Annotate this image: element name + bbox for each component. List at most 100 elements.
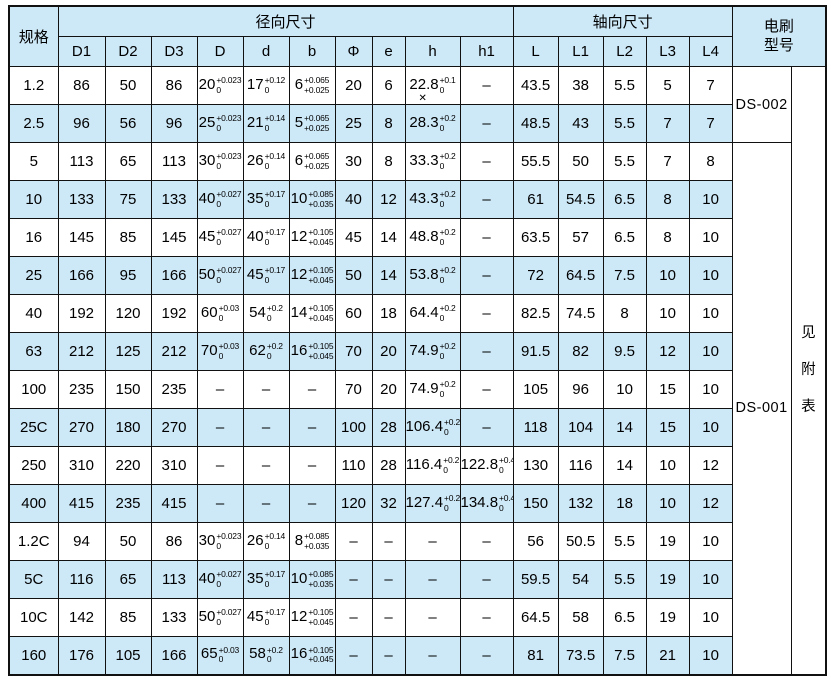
table-cell: 220 bbox=[104, 446, 152, 485]
table-cell: 12 bbox=[688, 484, 733, 523]
table-cell: 5.5 bbox=[602, 142, 647, 181]
tolerance-stack: +0.027 0 bbox=[216, 226, 242, 247]
table-cell: 7 bbox=[688, 104, 733, 143]
table-cell: 65 bbox=[104, 142, 152, 181]
row-spec-cell: 400 bbox=[8, 484, 59, 523]
tolerance-stack: +0.2 0 bbox=[439, 264, 456, 285]
table-cell: 5 bbox=[645, 66, 690, 105]
table-cell: 73.5 bbox=[557, 636, 604, 675]
table-cell: 150 bbox=[104, 370, 152, 409]
table-cell: 86 bbox=[57, 66, 106, 105]
table-row: 63 212 125 212 70 +0.03 0 62 +0.2 0 16 +0.105 +0.045… bbox=[8, 332, 826, 371]
table-cell: 74.9 +0.2 0 bbox=[404, 332, 461, 371]
table-cell: 14 bbox=[371, 218, 406, 257]
brush-header-line1: 电刷 bbox=[763, 17, 794, 35]
table-cell: 60 bbox=[334, 294, 373, 333]
table-cell: 43 bbox=[557, 104, 604, 143]
table-cell: 62 +0.2 0 bbox=[242, 332, 290, 371]
table-cell: – bbox=[288, 484, 336, 523]
table-cell: 28.3 +0.2 0 bbox=[404, 104, 461, 143]
axial-group-header: 轴向尺寸 bbox=[512, 5, 733, 37]
tolerance-stack: +0.17 0 bbox=[264, 264, 286, 285]
table-cell: 10 bbox=[645, 256, 690, 295]
tolerance-stack: +0.17 0 bbox=[264, 568, 286, 589]
tolerance-stack: +0.065 +0.025 bbox=[304, 74, 330, 95]
tolerance-stack: +0.2 0 bbox=[439, 150, 456, 171]
table-cell: – bbox=[459, 408, 514, 447]
table-cell: 10 bbox=[688, 332, 733, 371]
tolerance-stack: +0.027 0 bbox=[216, 188, 242, 209]
tolerance-stack: +0.40 bbox=[499, 492, 512, 513]
tolerance-stack: +0.027 0 bbox=[216, 264, 242, 285]
table-cell: 113 bbox=[57, 142, 106, 181]
table-cell: 10 bbox=[645, 294, 690, 333]
tolerance-stack: +0.105 +0.045 bbox=[308, 644, 334, 665]
table-cell: 8 bbox=[688, 142, 733, 181]
table-cell: 48.8 +0.2 0 bbox=[404, 218, 461, 257]
col-header-h: h bbox=[404, 36, 461, 67]
tolerance-stack: +0.105 +0.045 bbox=[308, 340, 334, 361]
tolerance-stack: +0.2 0 bbox=[439, 302, 456, 323]
table-cell: 50 +0.027 0 bbox=[196, 256, 244, 295]
table-cell: 85 bbox=[104, 218, 152, 257]
table-cell: 30 +0.023 0 bbox=[196, 522, 244, 561]
table-cell: 15 bbox=[645, 370, 690, 409]
table-cell: – bbox=[242, 370, 290, 409]
table-cell: 60 +0.03 0 bbox=[196, 294, 244, 333]
table-cell: 82 bbox=[557, 332, 604, 371]
table-cell: 10 bbox=[645, 484, 690, 523]
tolerance-stack: +0.2 0 bbox=[439, 340, 456, 361]
row-spec-cell: 5 bbox=[8, 142, 59, 181]
table-cell: 10 bbox=[688, 522, 733, 561]
table-cell: 32 bbox=[371, 484, 406, 523]
table-cell: 150 bbox=[512, 484, 559, 523]
table-cell: 12 bbox=[645, 332, 690, 371]
table-cell: – bbox=[288, 408, 336, 447]
table-cell: – bbox=[404, 522, 461, 561]
table-cell: 54 bbox=[557, 560, 604, 599]
table-cell: 10 bbox=[688, 370, 733, 409]
table-cell: 12 bbox=[371, 180, 406, 219]
tolerance-stack: +0.027 0 bbox=[216, 606, 242, 627]
table-row: 25 166 95 166 50 +0.027 0 45 +0.17 0 12 +0.105 +0.04… bbox=[8, 256, 826, 295]
table-cell: – bbox=[459, 332, 514, 371]
table-cell: – bbox=[242, 446, 290, 485]
table-cell: 176 bbox=[57, 636, 106, 675]
row-spec-cell: 1.2 bbox=[8, 66, 59, 105]
table-cell: – bbox=[459, 294, 514, 333]
table-cell: 54 +0.2 0 bbox=[242, 294, 290, 333]
table-cell: 70 bbox=[334, 332, 373, 371]
table-cell: 53.8 +0.2 0 bbox=[404, 256, 461, 295]
table-cell: 50 bbox=[104, 66, 152, 105]
table-cell: – bbox=[288, 446, 336, 485]
table-cell: 142 bbox=[57, 598, 106, 637]
table-cell: – bbox=[459, 66, 514, 105]
table-cell: 65 bbox=[104, 560, 152, 599]
table-cell: 6 +0.065 +0.025 bbox=[288, 66, 336, 105]
brush-model-cell: DS-001 bbox=[731, 142, 792, 675]
table-cell: 8 bbox=[371, 104, 406, 143]
tolerance-stack: +0.023 0 bbox=[216, 530, 242, 551]
tolerance-stack: +0.17 0 bbox=[264, 226, 286, 247]
tolerance-stack: +0.2 0 bbox=[439, 188, 456, 209]
table-cell: 12 +0.105 +0.045 bbox=[288, 256, 336, 295]
table-cell: 96 bbox=[57, 104, 106, 143]
table-cell: – bbox=[404, 560, 461, 599]
table-cell: 59.5 bbox=[512, 560, 559, 599]
table-row: 250310220310–––11028116.4+0.20122.8+0.40… bbox=[8, 446, 826, 485]
table-cell: – bbox=[404, 598, 461, 637]
brush-header-line2: 型号 bbox=[763, 36, 794, 54]
table-cell: 8 bbox=[371, 142, 406, 181]
header-columns-row: D1 D2 D3 D d b Φ e h h1 L L1 L2 L3 L4 bbox=[9, 36, 826, 67]
table-cell: – bbox=[459, 180, 514, 219]
table-cell: 116.4 +0.2 0 bbox=[404, 446, 461, 485]
tolerance-stack: +0.1 0 bbox=[439, 74, 456, 95]
table-row: 5 113 65 113 30 +0.023 0 26 +0.14 0 6 +0.065 +0.025 3… bbox=[8, 142, 826, 675]
table-cell: 7 bbox=[645, 142, 690, 181]
table-cell: 10 bbox=[688, 560, 733, 599]
tolerance-stack: +0.12 0 bbox=[264, 74, 286, 95]
table-cell: – bbox=[371, 598, 406, 637]
tolerance-stack: +0.14 0 bbox=[264, 530, 286, 551]
see-appendix-note: 见附表 bbox=[790, 66, 827, 675]
table-cell: 48.5 bbox=[512, 104, 559, 143]
